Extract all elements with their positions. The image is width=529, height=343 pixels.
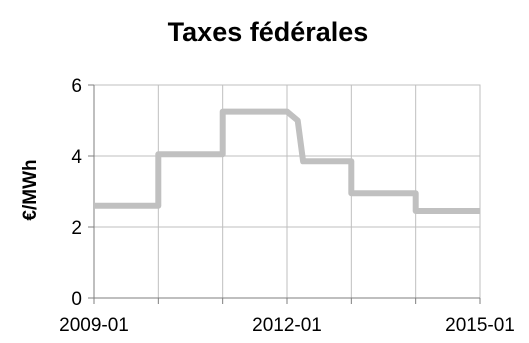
x-tick-label: 2012-01	[252, 315, 322, 336]
series-layer	[94, 108, 480, 214]
grid	[93, 84, 481, 299]
y-tick-label: 6	[71, 76, 82, 97]
y-axis-label: €/MWh	[20, 159, 41, 220]
y-tick-label: 4	[71, 147, 82, 168]
y-tick-label: 2	[71, 218, 82, 239]
x-tick-label: 2015-01	[445, 315, 515, 336]
y-tick-label: 0	[71, 289, 82, 310]
axes	[88, 84, 481, 304]
series-line	[94, 108, 480, 214]
x-tick-label: 2009-01	[59, 315, 129, 336]
tick-labels: 0 2 4 6 2009-01 2012-01 2015-01	[59, 76, 515, 336]
chart-title: Taxes fédérales	[168, 17, 369, 47]
